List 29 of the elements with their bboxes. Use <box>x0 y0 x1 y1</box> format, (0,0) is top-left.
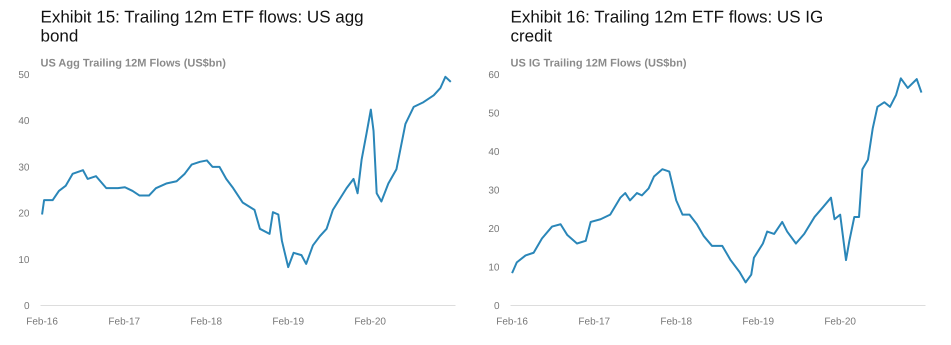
chart-title: Exhibit 16: Trailing 12m ETF flows: US IG credit <box>510 8 824 46</box>
y-tick-label: 40 <box>488 147 500 158</box>
x-tick-label: Feb-16 <box>26 316 58 328</box>
y-tick-label: 20 <box>488 224 500 235</box>
y-tick-label: 30 <box>18 162 30 174</box>
y-tick-label: 30 <box>488 186 500 196</box>
x-tick-label: Feb-19 <box>742 316 774 328</box>
x-tick-label: Feb-16 <box>496 316 528 328</box>
x-tick-label: Feb-17 <box>108 316 141 328</box>
x-tick-label: Feb-20 <box>824 316 856 328</box>
y-tick-label: 0 <box>494 301 500 312</box>
y-tick-label: 10 <box>18 254 30 266</box>
chart-title: Exhibit 15: Trailing 12m ETF flows: US agg bond <box>40 8 364 46</box>
y-tick-label: 50 <box>18 70 30 81</box>
y-tick-label: 50 <box>488 108 500 120</box>
x-tick-label: Feb-18 <box>190 316 223 328</box>
line-series <box>41 76 452 268</box>
y-tick-label: 0 <box>24 301 30 312</box>
chart-subtitle: US Agg Trailing 12M Flows (US$bn) <box>40 58 226 70</box>
x-tick-label: Feb-20 <box>354 316 386 328</box>
y-tick-label: 40 <box>18 116 30 128</box>
y-tick-label: 20 <box>18 208 30 220</box>
x-tick-label: Feb-18 <box>660 316 693 328</box>
chart-subtitle: US IG Trailing 12M Flows (US$bn) <box>510 58 687 70</box>
line-series <box>511 77 922 284</box>
x-tick-label: Feb-17 <box>578 316 611 328</box>
y-tick-label: 10 <box>488 262 500 274</box>
x-tick-label: Feb-19 <box>272 316 304 328</box>
y-tick-label: 60 <box>488 70 500 81</box>
